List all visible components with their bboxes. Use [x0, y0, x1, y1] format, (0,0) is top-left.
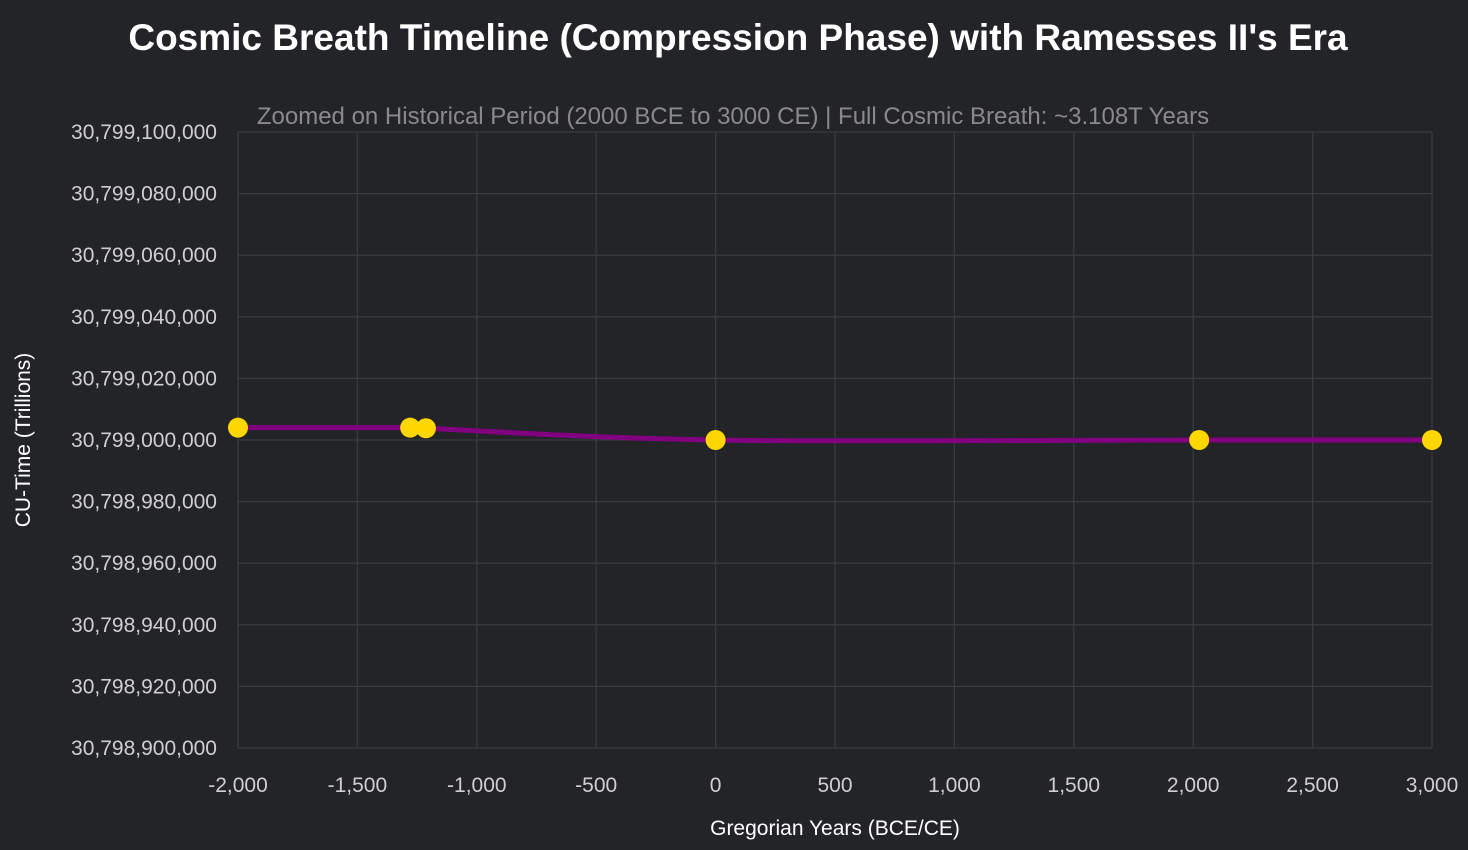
chart-subtitle: Zoomed on Historical Period (2000 BCE to… [257, 103, 1209, 130]
x-tick-label: -1,000 [447, 774, 507, 797]
x-tick-label: 1,500 [1048, 774, 1101, 797]
y-tick-label: 30,798,900,000 [71, 737, 217, 760]
x-tick-label: -500 [575, 774, 617, 797]
y-tick-label: 30,799,100,000 [71, 121, 217, 144]
data-point[interactable] [705, 430, 726, 450]
x-axis-label: Gregorian Years (BCE/CE) [710, 817, 960, 840]
data-point[interactable] [228, 417, 248, 438]
x-tick-label: 0 [710, 774, 722, 797]
x-tick-label: 2,500 [1286, 774, 1339, 797]
y-axis-label: CU-Time (Trillions) [12, 353, 35, 528]
y-tick-label: 30,798,960,000 [71, 552, 217, 575]
y-axis-ticks: 30,798,900,000 30,798,920,000 30,798,940,0… [71, 121, 217, 760]
data-point[interactable] [1189, 430, 1210, 450]
x-tick-label: 2,000 [1167, 774, 1220, 797]
y-tick-label: 30,798,920,000 [71, 675, 217, 698]
series-layer [228, 417, 1442, 450]
y-tick-label: 30,799,080,000 [71, 183, 217, 206]
x-axis-ticks: -2,000 -1,500 -1,000 -500 0 500 1,000 1,500 2,00… [208, 774, 1458, 797]
y-tick-label: 30,799,020,000 [71, 367, 217, 390]
x-tick-label: -2,000 [208, 774, 268, 797]
data-point[interactable] [415, 418, 436, 439]
y-tick-label: 30,799,000,000 [71, 429, 217, 452]
chart-title: Cosmic Breath Timeline (Compression Phas… [128, 17, 1348, 58]
x-tick-label: 1,000 [928, 774, 981, 797]
x-tick-label: 500 [817, 774, 852, 797]
data-point[interactable] [400, 417, 421, 438]
y-tick-label: 30,798,980,000 [71, 491, 217, 514]
y-tick-label: 30,799,040,000 [71, 306, 217, 329]
x-tick-label: -1,500 [328, 774, 388, 797]
y-tick-label: 30,799,060,000 [71, 244, 217, 267]
y-tick-label: 30,798,940,000 [71, 614, 217, 637]
x-tick-label: 3,000 [1406, 774, 1459, 797]
data-point[interactable] [1422, 430, 1442, 450]
